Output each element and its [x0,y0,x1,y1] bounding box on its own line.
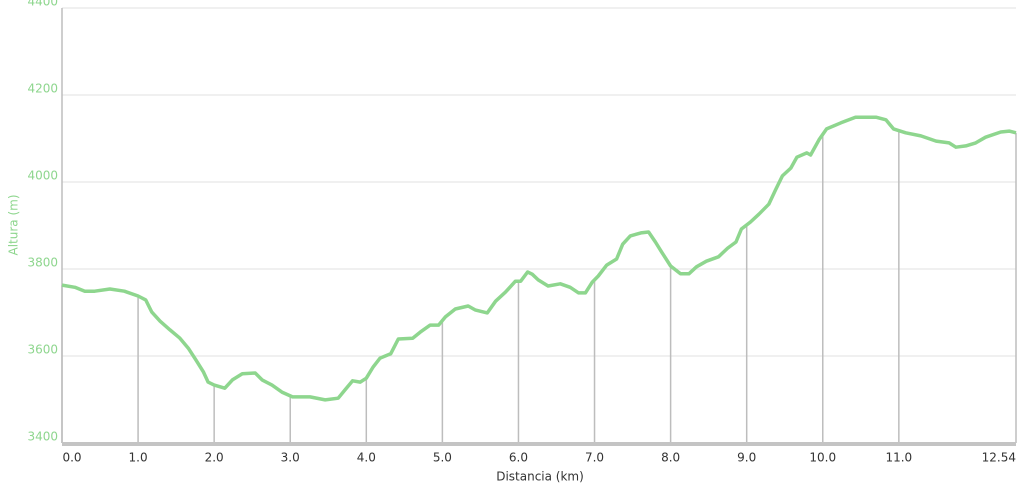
y-tick-label: 4400 [27,0,58,9]
elevation-line [61,115,1017,402]
y-tick-label: 4000 [27,169,58,183]
x-tick-label: 5.0 [433,451,452,465]
x-tick-label: 2.0 [205,451,224,465]
x-tick-label: 6.0 [509,451,528,465]
x-tick-label: 11.0 [885,451,912,465]
y-tick-label: 3600 [27,343,58,357]
x-tick-label: 0.0 [62,451,81,465]
y-tick-label: 3800 [27,256,58,270]
x-tick-label: 4.0 [357,451,376,465]
x-tick-label: 3.0 [281,451,300,465]
x-tick-label: 7.0 [585,451,604,465]
y-tick-label: 3400 [27,430,58,444]
x-tick-label: 8.0 [661,451,680,465]
x-tick-label: 9.0 [737,451,756,465]
x-tick-label: 12.54 [982,451,1016,465]
x-tick-label: 10.0 [809,451,836,465]
x-tick-label: 1.0 [129,451,148,465]
x-axis-label: Distancia (km) [496,470,584,484]
y-tick-label: 4200 [27,82,58,96]
y-axis-label: Altura (m) [7,194,21,255]
